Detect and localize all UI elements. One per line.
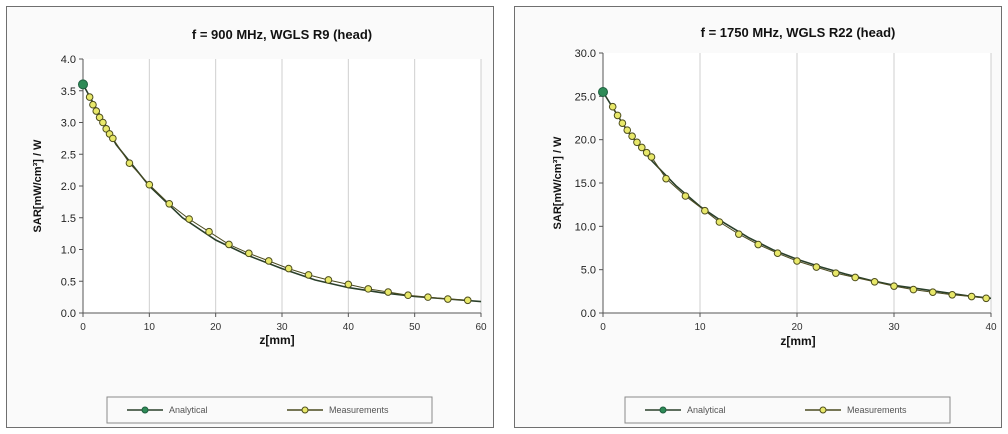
x-tick-label: 30 <box>888 322 900 333</box>
chart-title: f = 900 MHz, WGLS R9 (head) <box>192 27 372 42</box>
x-tick-label: 40 <box>985 322 997 333</box>
data-point-measurement <box>618 119 627 127</box>
chart-panel-900mhz: 0.0 0.5 1.0 1.5 2.0 2.5 3.0 3.5 4.0 0 10 20 30 40 50 60… <box>6 6 494 428</box>
data-point-measurement <box>890 282 898 290</box>
data-point-measurement <box>344 280 353 289</box>
data-point-measurement <box>773 249 782 257</box>
data-point-measurement <box>812 263 821 271</box>
data-point-measurement <box>793 257 801 265</box>
x-tick-label: 30 <box>276 322 288 333</box>
data-point-measurement <box>948 291 957 299</box>
legend-marker <box>659 406 667 414</box>
x-tick-label: 0 <box>600 322 606 333</box>
data-point-measurement <box>364 285 373 293</box>
x-tick-label: 20 <box>210 322 222 333</box>
chart-1750mhz: 0.0 5.0 10.0 15.0 20.0 25.0 30.0 0 10 20 30 40 f = 1… <box>552 25 997 424</box>
data-point-measurement <box>735 230 743 238</box>
legend-marker <box>141 406 149 414</box>
y-tick-label: 4.0 <box>61 54 76 66</box>
y-axis-label: SAR[mW/cm³] / W <box>32 139 44 233</box>
data-point-analytical <box>78 79 88 90</box>
data-point-measurement <box>109 134 117 143</box>
data-point-measurement <box>982 294 990 303</box>
legend-label: Measurements <box>847 405 907 415</box>
data-point-measurement <box>701 206 709 215</box>
y-tick-label: 1.0 <box>61 245 76 257</box>
data-point-measurement <box>647 153 656 161</box>
y-tick-label: 10.0 <box>575 221 596 233</box>
x-tick-label: 60 <box>475 322 487 333</box>
data-point-measurement <box>304 271 313 279</box>
data-point-measurement <box>929 288 937 297</box>
legend-label: Analytical <box>687 405 726 415</box>
data-point-measurement <box>754 240 762 249</box>
legend-label: Analytical <box>169 405 208 415</box>
y-tick-label: 0.0 <box>61 308 76 320</box>
y-tick-label: 15.0 <box>575 178 596 190</box>
y-tick-label: 2.5 <box>61 149 76 161</box>
y-tick-label: 3.0 <box>61 118 76 130</box>
data-point-measurement <box>851 273 860 282</box>
data-point-measurement <box>633 138 641 147</box>
data-point-measurement <box>424 293 432 301</box>
data-point-measurement <box>832 269 840 277</box>
data-point-measurement <box>125 159 134 167</box>
y-axis-label: SAR[mW/cm³] / W <box>552 136 564 230</box>
x-tick-label: 0 <box>80 322 86 333</box>
y-tick-label: 25.0 <box>575 91 596 103</box>
y-tick-label: 1.5 <box>61 213 76 225</box>
data-point-measurement <box>628 132 636 140</box>
data-point-measurement <box>165 199 174 208</box>
data-point-measurement <box>444 295 452 303</box>
legend-marker <box>819 406 827 414</box>
data-point-measurement <box>870 278 879 286</box>
data-point-measurement <box>92 107 101 115</box>
data-point-measurement <box>384 288 392 296</box>
chart-title: f = 1750 MHz, WGLS R22 (head) <box>701 25 896 40</box>
x-tick-label: 10 <box>694 322 706 333</box>
x-axis-label: z[mm] <box>780 334 815 348</box>
y-tick-label: 0.0 <box>581 308 596 320</box>
legend-marker <box>301 406 309 414</box>
data-point-measurement <box>715 218 724 226</box>
data-point-measurement <box>245 249 253 258</box>
data-point-measurement <box>185 215 193 223</box>
data-point-measurement <box>642 148 651 157</box>
data-point-measurement <box>623 126 632 134</box>
y-tick-label: 3.5 <box>61 86 76 98</box>
x-tick-label: 50 <box>409 322 421 333</box>
y-tick-label: 0.5 <box>61 276 76 288</box>
y-tick-label: 30.0 <box>575 48 596 60</box>
chart-panel-1750mhz: 0.0 5.0 10.0 15.0 20.0 25.0 30.0 0 10 20 30 40 f = 1… <box>514 6 1002 428</box>
data-point-measurement <box>99 118 107 127</box>
data-point-measurement <box>681 192 690 200</box>
y-tick-label: 5.0 <box>581 265 596 277</box>
x-tick-label: 40 <box>343 322 355 333</box>
data-point-measurement <box>909 285 918 294</box>
chart-900mhz: 0.0 0.5 1.0 1.5 2.0 2.5 3.0 3.5 4.0 0 10 20 30 40 50 60… <box>32 27 487 424</box>
data-point-measurement <box>145 180 154 189</box>
x-tick-label: 20 <box>791 322 803 333</box>
y-tick-label: 20.0 <box>575 135 596 147</box>
data-point-measurement <box>613 111 622 120</box>
data-point-measurement <box>89 100 97 109</box>
x-tick-label: 10 <box>144 322 156 333</box>
data-point-measurement <box>662 174 670 183</box>
y-tick-label: 2.0 <box>61 181 76 193</box>
data-point-measurement <box>264 257 273 265</box>
data-point-measurement <box>284 264 293 273</box>
data-point-measurement <box>205 227 213 236</box>
data-point-measurement <box>638 143 646 152</box>
data-point-analytical <box>598 87 608 97</box>
data-point-measurement <box>225 240 233 249</box>
data-point-measurement <box>608 102 617 111</box>
x-axis-label: z[mm] <box>259 333 294 347</box>
legend-label: Measurements <box>329 405 389 415</box>
data-point-measurement <box>324 276 333 284</box>
data-point-measurement <box>463 296 472 305</box>
data-point-measurement <box>404 291 412 300</box>
data-point-measurement <box>85 93 94 101</box>
data-point-measurement <box>967 292 976 301</box>
